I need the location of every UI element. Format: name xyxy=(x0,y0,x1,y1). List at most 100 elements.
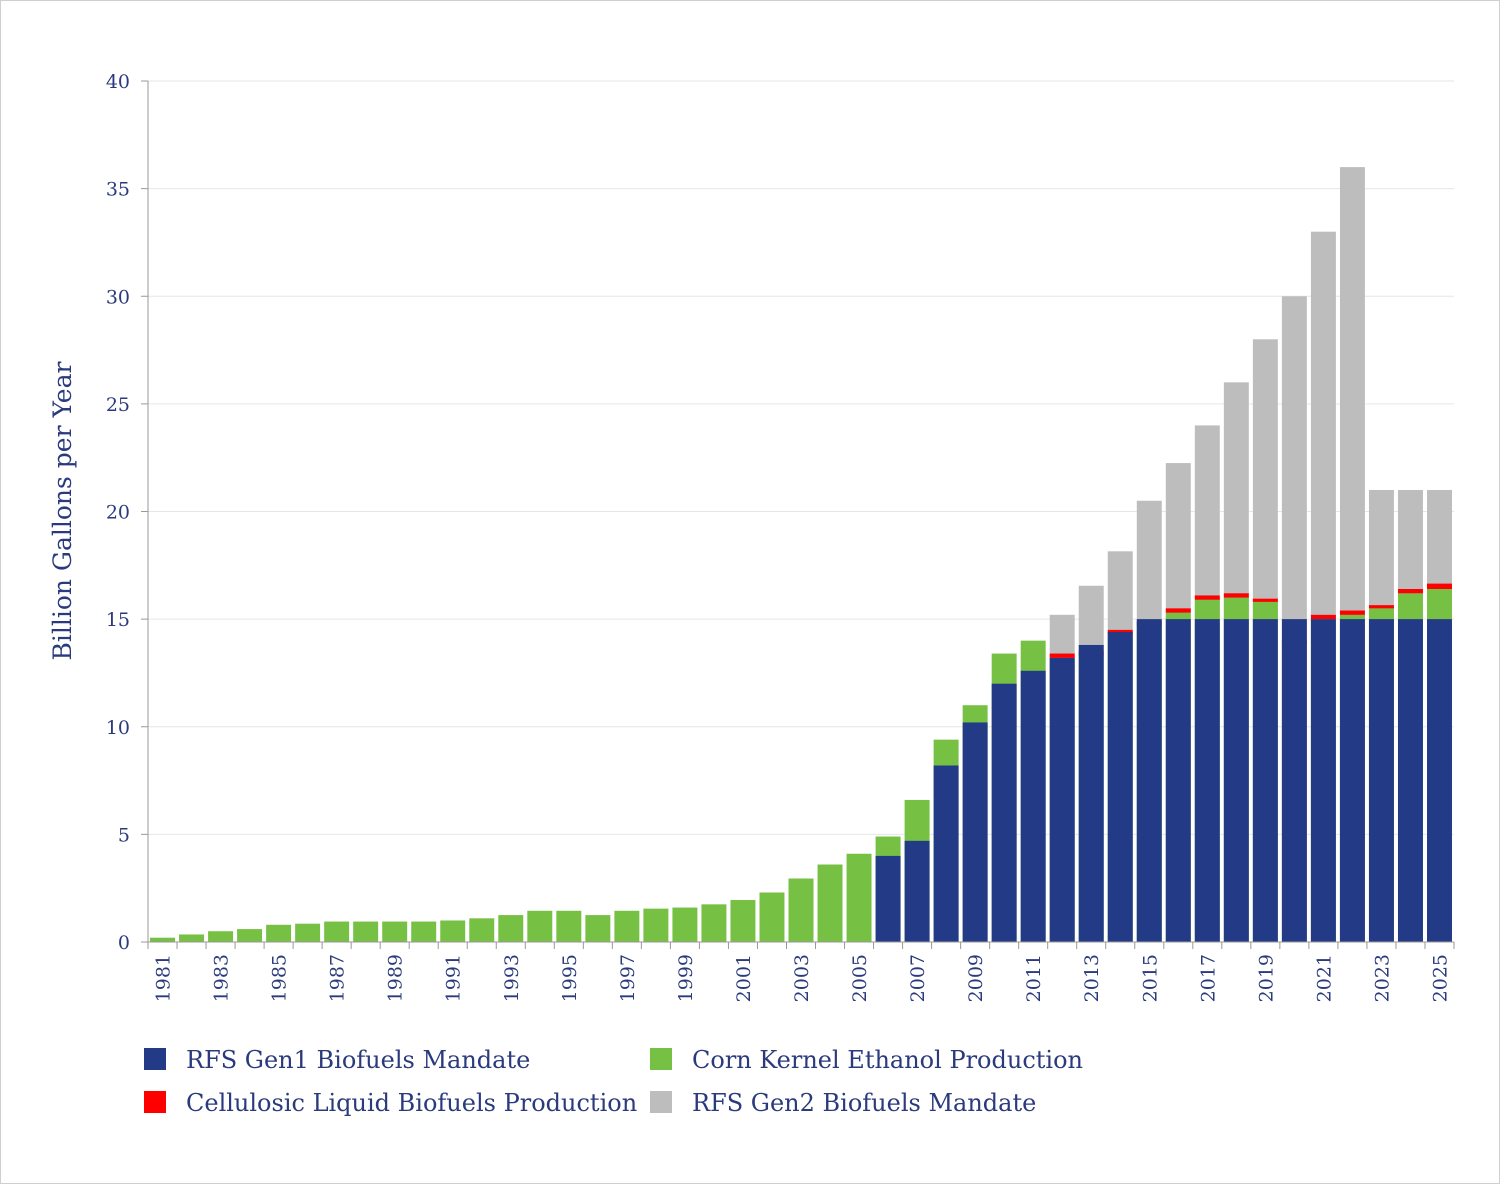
x-tick-label: 2001 xyxy=(733,954,755,1002)
bar-gen1-mandate-2022 xyxy=(1339,619,1365,942)
bar-gen1-mandate-2007 xyxy=(904,840,930,942)
y-tick-label: 25 xyxy=(106,394,130,416)
legend: RFS Gen1 Biofuels Mandate Corn Kernel Eth… xyxy=(144,1046,1083,1117)
y-tick-label: 10 xyxy=(106,717,130,739)
bar-corn-ethanol-1999 xyxy=(672,907,698,942)
x-tick-label: 1991 xyxy=(443,954,465,1002)
legend-label: RFS Gen2 Biofuels Mandate xyxy=(692,1089,1036,1117)
bar-corn-ethanol-1995 xyxy=(556,910,582,942)
legend-swatch xyxy=(650,1048,672,1070)
x-tick-label: 2007 xyxy=(907,954,929,1002)
bar-corn-ethanol-1983 xyxy=(208,931,234,942)
x-tick-label: 2023 xyxy=(1371,954,1393,1002)
x-tick-label: 2025 xyxy=(1429,954,1451,1002)
bar-corn-ethanol-1988 xyxy=(353,921,379,942)
legend-swatch xyxy=(144,1091,166,1113)
y-tick-label: 0 xyxy=(118,932,130,954)
legend-label: Corn Kernel Ethanol Production xyxy=(692,1046,1083,1074)
bar-corn-ethanol-1984 xyxy=(237,929,263,942)
bar-corn-ethanol-1996 xyxy=(585,915,611,942)
x-tick-label: 2019 xyxy=(1255,954,1277,1002)
y-tick-label: 15 xyxy=(106,609,130,631)
bar-gen1-mandate-2015 xyxy=(1136,619,1162,942)
x-tick-label: 1995 xyxy=(559,954,581,1002)
legend-label: Cellulosic Liquid Biofuels Production xyxy=(186,1089,637,1117)
x-tick-label: 1981 xyxy=(153,954,175,1002)
bar-gen1-mandate-2010 xyxy=(991,683,1017,942)
bar-cellulosic-2023 xyxy=(1368,605,1394,609)
bar-corn-ethanol-1992 xyxy=(469,918,495,942)
bar-corn-ethanol-2005 xyxy=(846,853,872,942)
bar-corn-ethanol-1991 xyxy=(440,920,466,942)
bar-corn-ethanol-2002 xyxy=(759,892,785,942)
bar-gen1-mandate-2008 xyxy=(933,765,959,942)
bar-corn-ethanol-1998 xyxy=(643,908,669,942)
bars xyxy=(150,167,1452,943)
bar-gen1-mandate-2018 xyxy=(1223,619,1249,942)
bar-gen1-mandate-2016 xyxy=(1165,619,1191,942)
bar-corn-ethanol-2001 xyxy=(730,900,756,942)
bar-gen1-mandate-2020 xyxy=(1281,619,1307,942)
bar-cellulosic-2022 xyxy=(1339,610,1365,615)
bar-gen1-mandate-2009 xyxy=(962,722,988,942)
y-tick-label: 5 xyxy=(118,824,130,846)
gridlines xyxy=(148,80,1454,835)
bar-gen1-mandate-2019 xyxy=(1252,619,1278,942)
x-tick-label: 2013 xyxy=(1081,954,1103,1002)
bar-corn-ethanol-1993 xyxy=(498,915,524,942)
x-tick-label: 1985 xyxy=(269,954,291,1002)
bar-gen1-mandate-2012 xyxy=(1049,657,1075,942)
y-tick-label: 40 xyxy=(106,71,130,93)
bar-gen1-mandate-2006 xyxy=(875,855,901,942)
bar-gen1-mandate-2011 xyxy=(1020,670,1046,942)
x-tick-label: 2003 xyxy=(791,954,813,1002)
x-tick-label: 1987 xyxy=(327,954,349,1002)
bar-gen1-mandate-2023 xyxy=(1368,619,1394,942)
bar-corn-ethanol-2004 xyxy=(817,864,843,942)
y-tick-label: 20 xyxy=(106,502,130,524)
x-tick-label: 2021 xyxy=(1313,954,1335,1002)
bar-cellulosic-2018 xyxy=(1223,593,1249,598)
x-tick-label: 1989 xyxy=(385,954,407,1002)
bar-corn-ethanol-1990 xyxy=(411,921,437,942)
y-axis-label: Billion Gallons per Year xyxy=(48,361,77,660)
x-tick-label: 2011 xyxy=(1023,954,1045,1002)
x-tick-labels: 1981 1983 1985 1987 1989 1991 1993 1995 1997 1999… xyxy=(147,942,1455,1002)
bar-cellulosic-2019 xyxy=(1252,598,1278,602)
bar-gen1-mandate-2014 xyxy=(1107,632,1133,942)
bar-cellulosic-2024 xyxy=(1397,588,1423,594)
bar-corn-ethanol-1982 xyxy=(179,934,205,942)
bar-cellulosic-2021 xyxy=(1310,614,1336,620)
y-tick-label: 30 xyxy=(106,286,130,308)
y-tick-label: 35 xyxy=(106,179,130,201)
legend-label: RFS Gen1 Biofuels Mandate xyxy=(186,1046,530,1074)
bar-cellulosic-2012 xyxy=(1049,653,1075,658)
bar-gen1-mandate-2021 xyxy=(1310,619,1336,942)
bar-corn-ethanol-1997 xyxy=(614,910,640,942)
bar-corn-ethanol-1994 xyxy=(527,910,553,942)
bar-cellulosic-2025 xyxy=(1427,583,1452,589)
bar-gen1-mandate-2025 xyxy=(1427,619,1452,942)
bar-corn-ethanol-1985 xyxy=(266,924,292,942)
x-tick-label: 2009 xyxy=(965,954,987,1002)
x-tick-label: 2005 xyxy=(849,954,871,1002)
bar-cellulosic-2017 xyxy=(1194,595,1220,600)
bar-gen1-mandate-2017 xyxy=(1194,619,1220,942)
y-tick-labels: 0 5 10 15 20 25 30 35 40 xyxy=(106,71,148,954)
bar-corn-ethanol-2000 xyxy=(701,904,727,942)
bar-gen1-mandate-2024 xyxy=(1397,619,1423,942)
bar-corn-ethanol-1981 xyxy=(150,937,175,942)
x-tick-label: 1983 xyxy=(211,954,233,1002)
x-tick-label: 1993 xyxy=(501,954,523,1002)
legend-swatch xyxy=(144,1048,166,1070)
bar-cellulosic-2016 xyxy=(1165,608,1191,613)
legend-swatch xyxy=(650,1091,672,1113)
bar-corn-ethanol-1989 xyxy=(382,921,408,942)
bar-corn-ethanol-1987 xyxy=(324,921,350,942)
bar-gen1-mandate-2013 xyxy=(1078,644,1104,942)
bar-corn-ethanol-1986 xyxy=(295,923,321,942)
x-tick-label: 2015 xyxy=(1139,954,1161,1002)
x-tick-label: 1997 xyxy=(617,954,639,1002)
